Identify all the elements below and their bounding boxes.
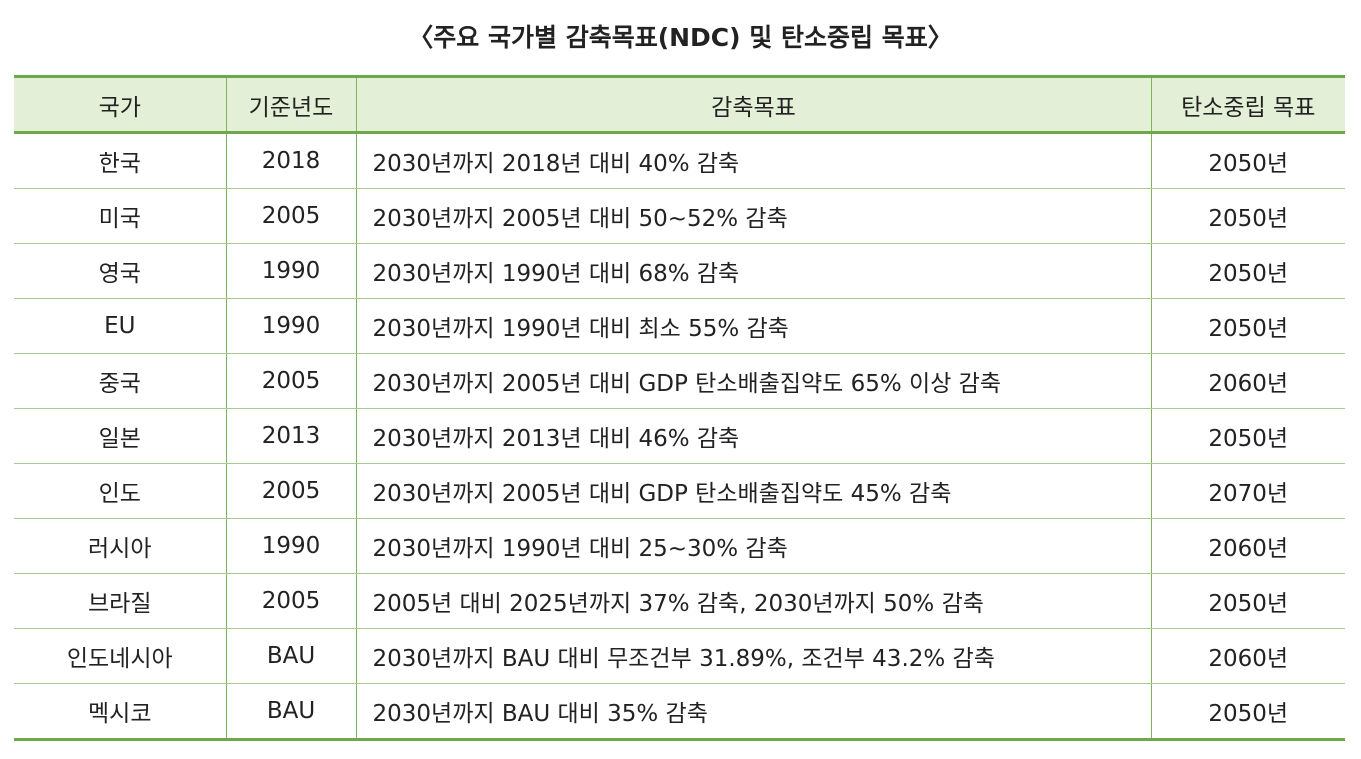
header-base-year: 기준년도 [225, 75, 356, 134]
base-year-cell: 2013 [225, 408, 356, 464]
base-year-cell: 2005 [225, 573, 356, 629]
reduction-target-cell: 2030년까지 BAU 대비 35% 감축 [355, 683, 1151, 741]
net-zero-cell: 2060년 [1150, 353, 1345, 409]
table-row: 브라질 2005 2005년 대비 2025년까지 37% 감축, 2030년까지 … [14, 573, 1345, 629]
country-cell: 멕시코 [14, 683, 226, 741]
header-country: 국가 [14, 75, 226, 134]
base-year-cell: BAU [225, 683, 356, 741]
table-row: 한국 2018 2030년까지 2018년 대비 40% 감축 2050년 [14, 132, 1345, 189]
reduction-target-cell: 2005년 대비 2025년까지 37% 감축, 2030년까지 50% 감축 [355, 573, 1151, 629]
base-year-cell: 2005 [225, 463, 356, 519]
net-zero-cell: 2050년 [1150, 243, 1345, 299]
table-title: 〈주요 국가별 감축목표(NDC) 및 탄소중립 목표〉 [408, 23, 953, 52]
reduction-target-cell: 2030년까지 BAU 대비 무조건부 31.89%, 조건부 43.2% 감축 [355, 628, 1151, 684]
country-cell: 한국 [14, 132, 226, 189]
country-cell: 일본 [14, 408, 226, 464]
reduction-target-cell: 2030년까지 2005년 대비 GDP 탄소배출집약도 65% 이상 감축 [355, 353, 1151, 409]
net-zero-cell: 2050년 [1150, 573, 1345, 629]
country-cell: 중국 [14, 353, 226, 409]
country-cell: 미국 [14, 188, 226, 244]
ndc-table: 국가 기준년도 감축목표 탄소중립 목표 한국 2018 2030년까지 2018년… [14, 75, 1345, 741]
base-year-cell: BAU [225, 628, 356, 684]
table-row: 영국 1990 2030년까지 1990년 대비 68% 감축 2050년 [14, 243, 1345, 299]
country-cell: 러시아 [14, 518, 226, 574]
header-net-zero: 탄소중립 목표 [1150, 75, 1345, 134]
base-year-cell: 2018 [225, 132, 356, 189]
net-zero-cell: 2050년 [1150, 132, 1345, 189]
table-row: 일본 2013 2030년까지 2013년 대비 46% 감축 2050년 [14, 408, 1345, 464]
base-year-cell: 1990 [225, 243, 356, 299]
table-row: EU 1990 2030년까지 1990년 대비 최소 55% 감축 2050년 [14, 298, 1345, 354]
base-year-cell: 2005 [225, 188, 356, 244]
reduction-target-cell: 2030년까지 2013년 대비 46% 감축 [355, 408, 1151, 464]
country-cell: 브라질 [14, 573, 226, 629]
net-zero-cell: 2060년 [1150, 518, 1345, 574]
table-row: 중국 2005 2030년까지 2005년 대비 GDP 탄소배출집약도 65% 이… [14, 353, 1345, 409]
country-cell: 인도네시아 [14, 628, 226, 684]
header-row: 국가 기준년도 감축목표 탄소중립 목표 [14, 75, 1345, 134]
net-zero-cell: 2050년 [1150, 298, 1345, 354]
net-zero-cell: 2050년 [1150, 408, 1345, 464]
reduction-target-cell: 2030년까지 1990년 대비 최소 55% 감축 [355, 298, 1151, 354]
base-year-cell: 1990 [225, 298, 356, 354]
country-cell: EU [14, 298, 226, 354]
reduction-target-cell: 2030년까지 1990년 대비 68% 감축 [355, 243, 1151, 299]
table-row: 미국 2005 2030년까지 2005년 대비 50~52% 감축 2050년 [14, 188, 1345, 244]
reduction-target-cell: 2030년까지 2005년 대비 50~52% 감축 [355, 188, 1151, 244]
country-cell: 영국 [14, 243, 226, 299]
base-year-cell: 1990 [225, 518, 356, 574]
table-row: 러시아 1990 2030년까지 1990년 대비 25~30% 감축 2060년 [14, 518, 1345, 574]
reduction-target-cell: 2030년까지 2005년 대비 GDP 탄소배출집약도 45% 감축 [355, 463, 1151, 519]
net-zero-cell: 2050년 [1150, 683, 1345, 741]
country-cell: 인도 [14, 463, 226, 519]
net-zero-cell: 2060년 [1150, 628, 1345, 684]
net-zero-cell: 2070년 [1150, 463, 1345, 519]
table-row: 인도 2005 2030년까지 2005년 대비 GDP 탄소배출집약도 45% 감… [14, 463, 1345, 519]
base-year-cell: 2005 [225, 353, 356, 409]
reduction-target-cell: 2030년까지 1990년 대비 25~30% 감축 [355, 518, 1151, 574]
reduction-target-cell: 2030년까지 2018년 대비 40% 감축 [355, 132, 1151, 189]
header-reduction-target: 감축목표 [355, 75, 1151, 134]
net-zero-cell: 2050년 [1150, 188, 1345, 244]
table-row: 인도네시아 BAU 2030년까지 BAU 대비 무조건부 31.89%, 조건부 … [14, 628, 1345, 684]
table-row: 멕시코 BAU 2030년까지 BAU 대비 35% 감축 2050년 [14, 683, 1345, 741]
